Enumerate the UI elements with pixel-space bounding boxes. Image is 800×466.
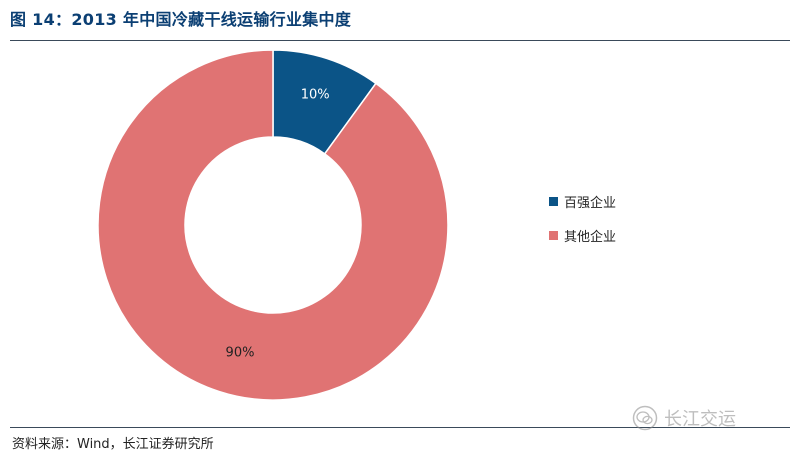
data-label-top100: 10% bbox=[301, 88, 330, 103]
chart-title: 图 14：2013 年中国冷藏干线运输行业集中度 bbox=[10, 10, 352, 29]
title-divider bbox=[10, 40, 790, 41]
source-divider bbox=[10, 427, 790, 428]
legend-item-others: 其他企业 bbox=[549, 226, 617, 245]
legend-label-top100: 百强企业 bbox=[564, 195, 617, 211]
watermark-text: 长江交运 bbox=[664, 409, 736, 430]
legend-swatch-top100 bbox=[549, 196, 558, 206]
source-note: 资料来源：Wind，长江证券研究所 bbox=[12, 437, 214, 452]
watermark: 长江交运 bbox=[632, 405, 736, 431]
legend-item-top100: 百强企业 bbox=[549, 192, 617, 211]
legend-swatch-others bbox=[549, 230, 558, 240]
chart-legend: 百强企业 其他企业 bbox=[549, 192, 616, 260]
legend-label-others: 其他企业 bbox=[564, 229, 617, 245]
wechat-icon bbox=[632, 405, 658, 431]
data-label-others: 90% bbox=[226, 346, 255, 361]
slice-others bbox=[97, 49, 449, 401]
